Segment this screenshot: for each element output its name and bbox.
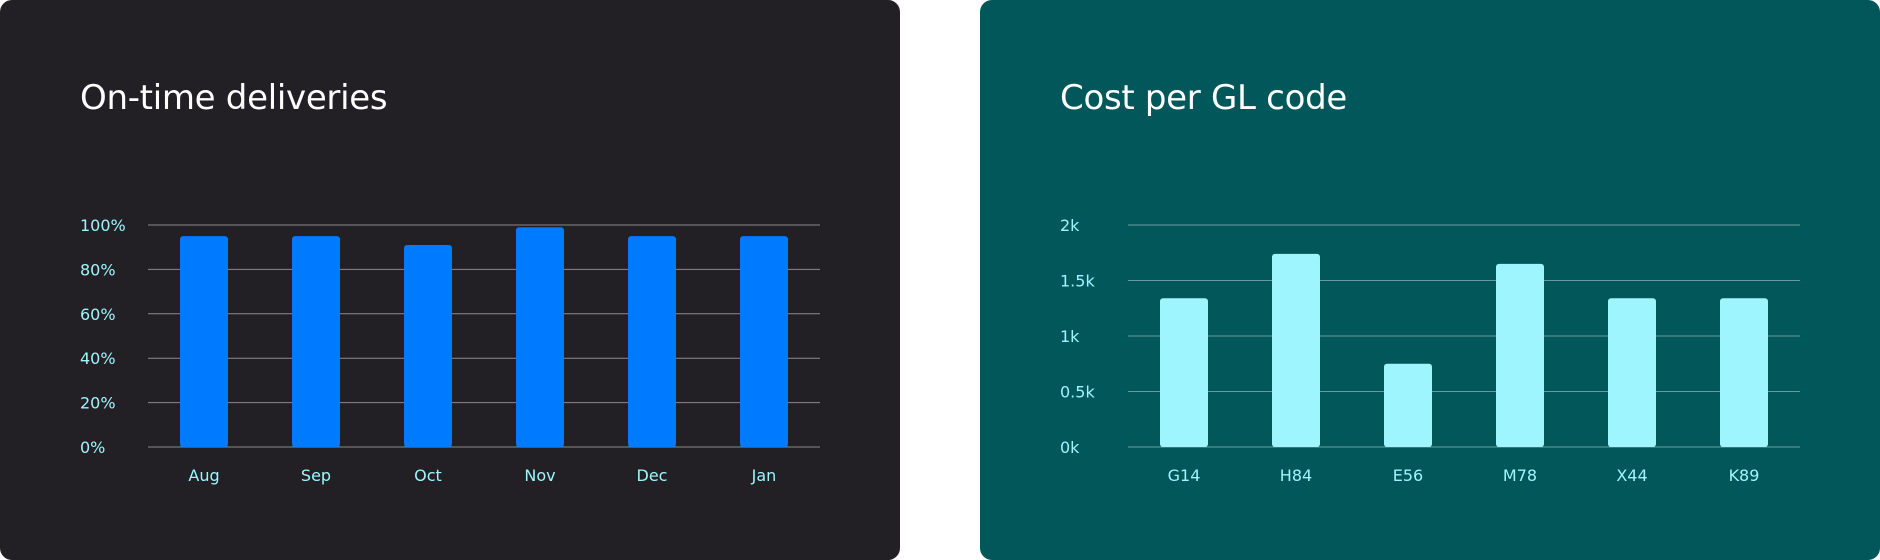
x-tick-label: G14 [1168,466,1201,485]
bar-sep [292,236,340,447]
bar-k89 [1720,298,1768,447]
chart-title: On-time deliveries [80,78,388,118]
y-tick-label: 2k [1060,216,1080,235]
bar-aug [180,236,228,447]
y-tick-label: 20% [80,394,116,413]
x-tick-label: Jan [751,466,777,485]
y-tick-label: 80% [80,260,116,279]
x-tick-label: Aug [188,466,219,485]
on-time-deliveries-chart: 0% 20% 40% 60% 80% 100% Aug Sep Oct Nov Dec Jan [80,216,820,485]
bar-x44 [1608,298,1656,447]
x-tick-label: Dec [637,466,668,485]
bar-m78 [1496,263,1544,447]
chart-title: Cost per GL code [1060,78,1347,118]
bar-g14 [1160,298,1208,447]
x-tick-label: X44 [1616,466,1647,485]
x-tick-label: Sep [301,466,331,485]
y-tick-label: 1k [1060,327,1080,346]
y-tick-label: 40% [80,349,116,368]
bar-e56 [1384,363,1432,447]
bar-oct [404,244,452,447]
bar-h84 [1272,253,1320,447]
x-tick-label: E56 [1393,466,1423,485]
y-tick-label: 1.5k [1060,272,1095,291]
y-tick-label: 0k [1060,438,1080,457]
bar-dec [628,236,676,447]
x-tick-label: Oct [414,466,442,485]
y-tick-label: 0.5k [1060,383,1095,402]
y-tick-label: 100% [80,216,126,235]
cost-per-gl-code-chart: 0k 0.5k 1k 1.5k 2k G14 H84 E56 M78 X44 K89 [1060,216,1800,485]
bar-nov [516,227,564,447]
bar-jan [740,236,788,447]
on-time-deliveries-card: On-time deliveries 0% 20% 40% 60% 80% 100% Aug… [0,0,900,560]
x-tick-label: M78 [1503,466,1537,485]
x-tick-label: Nov [524,466,555,485]
cost-per-gl-code-card: Cost per GL code 0k 0.5k 1k 1.5k 2k G14 H84 E56… [980,0,1880,560]
y-tick-label: 60% [80,305,116,324]
x-tick-label: K89 [1729,466,1760,485]
y-tick-label: 0% [80,438,105,457]
x-tick-label: H84 [1280,466,1312,485]
